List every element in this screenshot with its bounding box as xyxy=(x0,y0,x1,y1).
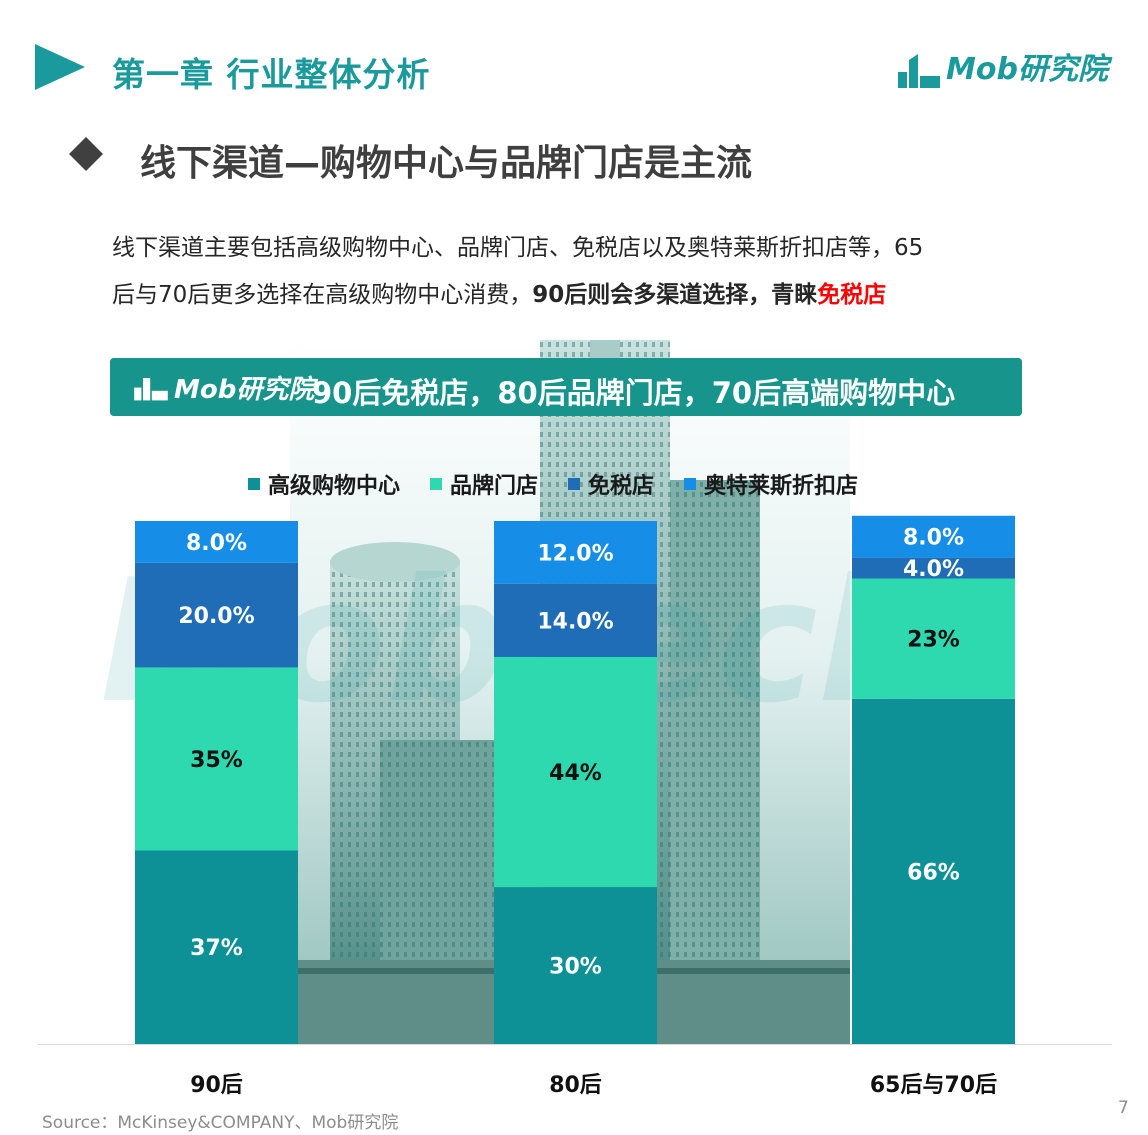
legend-item-outlet: 奥特莱斯折扣店 xyxy=(684,468,858,500)
brand-logo: Mob研究院 xyxy=(896,50,1108,90)
legend-swatch xyxy=(248,478,260,490)
legend-swatch xyxy=(430,478,443,490)
section-title: 线下渠道—购物中心与品牌门店是主流 xyxy=(140,143,753,184)
description-line-1: 线下渠道主要包括高级购物中心、品牌门店、免税店以及奥特莱斯折扣店等，65 xyxy=(112,235,924,261)
bar-segment xyxy=(494,656,657,888)
source-note: Source：McKinsey&COMPANY、Mob研究院 xyxy=(42,1113,399,1133)
bar-segment xyxy=(852,578,1015,699)
data-label: 14.0% xyxy=(537,609,613,634)
brand-wordmark: Mob研究院 xyxy=(946,52,1108,87)
bar-segment xyxy=(852,698,1015,1044)
banner-logo: Mob研究院 xyxy=(132,370,314,406)
bar-segment xyxy=(494,583,657,657)
legend-label: 奥特莱斯折扣店 xyxy=(704,474,859,499)
page-number: 7 xyxy=(1118,1098,1129,1118)
highlight-banner xyxy=(110,358,1022,416)
legend-label: 免税店 xyxy=(588,474,655,499)
data-label: 8.0% xyxy=(903,526,964,551)
banner-text: 90后免税店，80后品牌门店，70后高端购物中心 xyxy=(312,376,956,410)
data-label: 37% xyxy=(190,936,243,961)
banner-wordmark: Mob研究院 xyxy=(174,375,315,405)
bar-segment xyxy=(135,850,298,1044)
data-label: 66% xyxy=(907,860,960,885)
legend-label: 高级购物中心 xyxy=(268,474,401,499)
legend-swatch xyxy=(568,478,581,490)
chart-legend: 高级购物中心 品牌门店 免税店 奥特莱斯折扣店 xyxy=(248,468,858,500)
chapter-marker-icon xyxy=(35,44,85,90)
data-label: 44% xyxy=(549,761,602,786)
legend-item-brand-store: 品牌门店 xyxy=(430,468,538,500)
mob-logo-icon xyxy=(132,370,170,406)
bar-segment xyxy=(494,887,657,1044)
bar-segment xyxy=(494,521,657,584)
bar-segment xyxy=(135,667,298,851)
chapter-title: 第一章 行业整体分析 xyxy=(112,55,431,94)
bar-segment xyxy=(852,515,1015,558)
bar-segment xyxy=(135,562,298,668)
legend-label: 品牌门店 xyxy=(450,474,539,499)
legend-item-duty-free: 免税店 xyxy=(568,468,654,500)
mob-logo-icon xyxy=(896,50,942,90)
description-highlight: 免税店 xyxy=(817,282,887,308)
data-label: 20.0% xyxy=(178,604,254,629)
description-emphasis: 90后则会多渠道选择，青睐 xyxy=(532,282,818,308)
description-line-2: 后与70后更多选择在高级购物中心消费，90后则会多渠道选择，青睐免税店 xyxy=(112,275,886,309)
bar-segment xyxy=(135,521,298,563)
data-label: 4.0% xyxy=(903,557,964,582)
data-label: 12.0% xyxy=(537,541,613,566)
legend-item-mall: 高级购物中心 xyxy=(248,468,400,500)
data-label: 23% xyxy=(907,628,960,653)
category-label: 90后 xyxy=(190,1073,243,1098)
legend-swatch xyxy=(684,478,697,490)
description-text: 后与70后更多选择在高级购物中心消费， xyxy=(112,282,533,308)
data-label: 30% xyxy=(549,955,602,980)
bar-segment xyxy=(852,557,1015,579)
category-label: 80后 xyxy=(549,1073,602,1098)
category-label: 65后与70后 xyxy=(870,1073,997,1098)
data-label: 35% xyxy=(190,748,243,773)
data-label: 8.0% xyxy=(186,531,247,556)
